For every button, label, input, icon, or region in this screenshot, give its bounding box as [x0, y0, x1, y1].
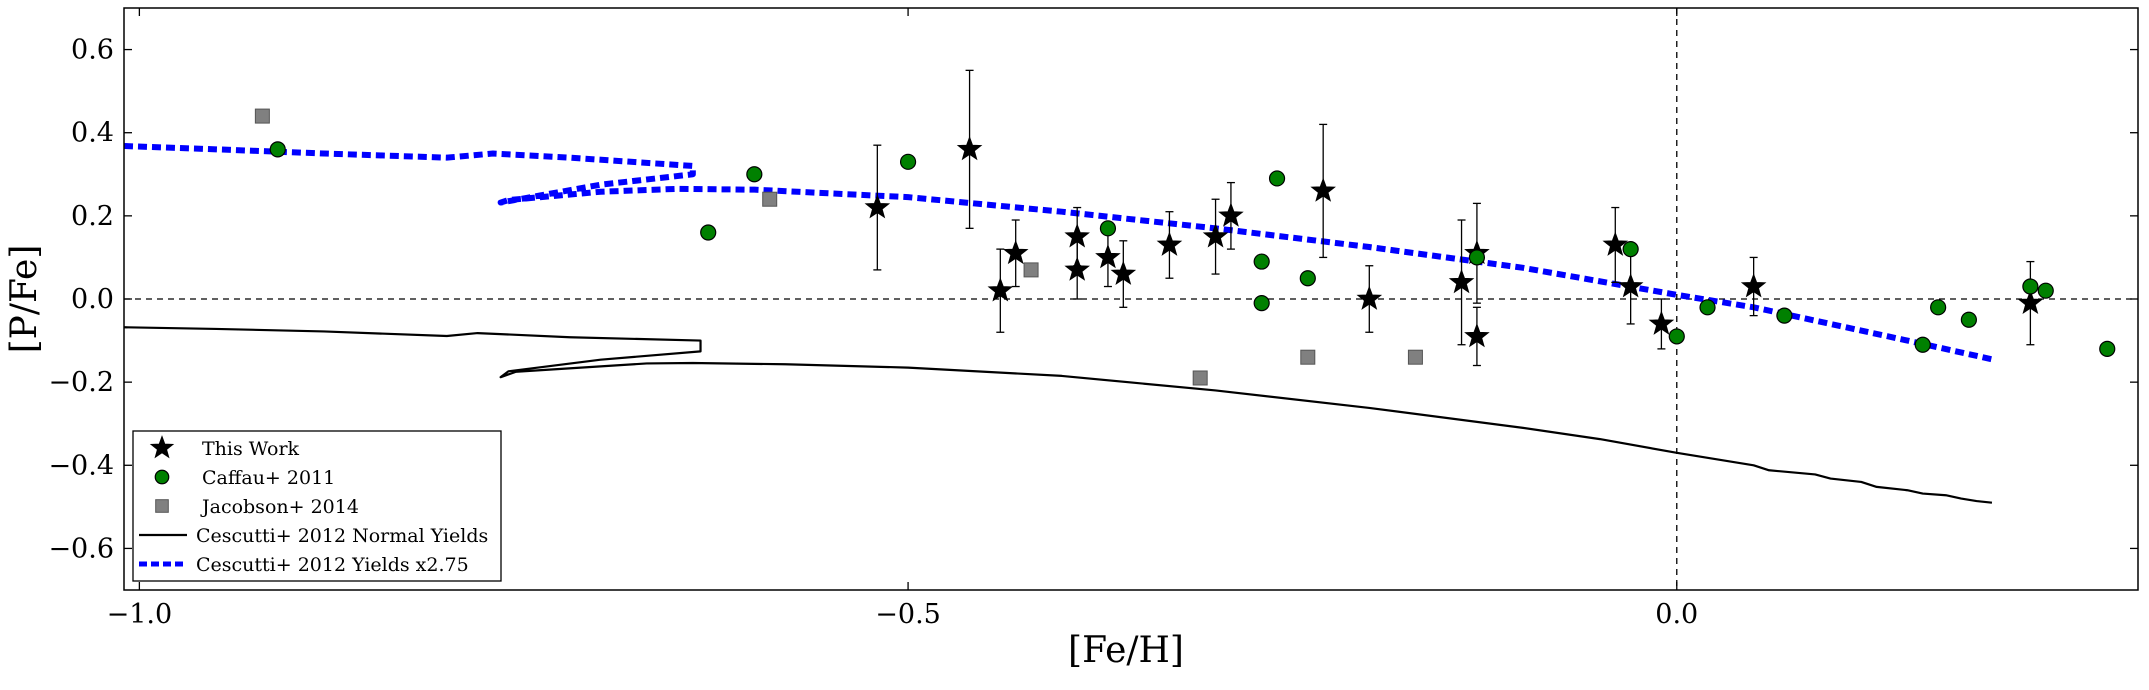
y-tick-label: 0.4 — [71, 118, 114, 149]
data-point-circle — [1253, 253, 1270, 270]
data-points — [254, 108, 2116, 386]
data-point-star — [1648, 310, 1675, 335]
legend-marker-square — [155, 499, 169, 513]
data-point-star — [1095, 243, 1121, 269]
data-point-star — [1740, 273, 1767, 298]
data-point-square — [1192, 370, 1208, 386]
data-point-star — [1310, 177, 1336, 202]
data-point-circle — [1960, 311, 1977, 328]
data-point-circle — [269, 141, 286, 158]
data-point-circle — [1468, 249, 1486, 266]
legend-item: Cescutti+ 2012 Normal Yields — [139, 525, 488, 547]
data-point-square — [254, 108, 270, 124]
data-point-star — [987, 277, 1014, 302]
data-point-circle — [2022, 278, 2039, 295]
data-point-circle — [2037, 282, 2054, 299]
y-tick-label: −0.2 — [48, 367, 114, 398]
data-point-star — [1617, 273, 1644, 298]
legend-item: This Work — [149, 435, 300, 460]
data-point-star — [1002, 239, 1029, 265]
axes: −1.0 −0.5 0.0 −0.6 −0.4 −0.2 0.0 0.2 0.4 0.6 [Fe/H… — [4, 7, 2139, 671]
data-point-star — [1064, 256, 1090, 281]
data-point-circle — [1268, 170, 1286, 187]
model-curve-normal-yields — [124, 326, 1993, 504]
data-point-star — [1356, 285, 1383, 310]
legend-item: Jacobson+ 2014 — [155, 496, 359, 518]
model-curve-yields-x2-75 — [124, 143, 1993, 363]
data-point-circle — [1914, 336, 1931, 353]
data-point-circle — [746, 166, 763, 183]
data-point-circle — [1776, 307, 1793, 324]
x-tick-label: 0.0 — [1655, 599, 1698, 630]
data-point-square — [762, 191, 778, 207]
legend-marker-circle — [154, 469, 170, 485]
data-point-circle — [1930, 299, 1947, 316]
data-point-star — [1218, 202, 1244, 227]
data-point-star — [1448, 268, 1475, 294]
data-point-star — [956, 135, 983, 161]
legend-label: This Work — [202, 438, 300, 460]
legend-label: Caffau+ 2011 — [202, 467, 335, 489]
data-point-circle — [899, 153, 917, 170]
data-point-star — [1602, 231, 1629, 256]
data-point-star — [1064, 223, 1090, 248]
legend-label: Cescutti+ 2012 Normal Yields — [196, 525, 488, 547]
data-point-star — [2017, 289, 2044, 315]
model-curves — [124, 143, 1993, 504]
y-tick-label: −0.4 — [48, 450, 114, 481]
data-point-circle — [1622, 241, 1639, 258]
y-tick-label: 0.6 — [71, 35, 114, 66]
data-point-circle — [1299, 270, 1316, 287]
data-point-square — [1407, 349, 1423, 365]
data-point-star — [1156, 231, 1183, 256]
data-point-circle — [1253, 295, 1270, 312]
data-point-square — [1023, 262, 1039, 278]
x-tick-label: −0.5 — [875, 599, 941, 630]
data-point-star — [1464, 322, 1490, 348]
data-point-circle — [2099, 340, 2116, 357]
data-point-star — [1110, 260, 1137, 285]
error-bars — [873, 69, 2035, 367]
x-axis-label: [Fe/H] — [1068, 630, 1184, 671]
y-tick-label: 0.2 — [71, 201, 114, 232]
reference-lines — [124, 8, 2138, 590]
legend-item: Caffau+ 2011 — [154, 467, 335, 489]
data-point-square — [1300, 349, 1316, 365]
data-point-star — [1202, 223, 1229, 248]
legend-marker-star — [149, 435, 175, 459]
y-axis-label: [P/Fe] — [4, 245, 45, 354]
data-point-star — [864, 194, 891, 219]
data-point-circle — [1699, 299, 1716, 316]
data-point-circle — [700, 224, 717, 241]
legend: This Work Caffau+ 2011 Jacobson+ 2014 Cescu… — [132, 430, 502, 582]
y-tick-label: 0.0 — [71, 284, 114, 315]
x-tick-label: −1.0 — [107, 599, 173, 630]
data-point-circle — [1099, 220, 1117, 237]
y-tick-label: −0.6 — [48, 533, 114, 564]
legend-label: Cescutti+ 2012 Yields x2.75 — [196, 554, 469, 576]
legend-label: Jacobson+ 2014 — [200, 496, 359, 518]
legend-item: Cescutti+ 2012 Yields x2.75 — [139, 554, 469, 576]
data-point-circle — [1668, 328, 1685, 345]
legend-box — [132, 430, 502, 582]
